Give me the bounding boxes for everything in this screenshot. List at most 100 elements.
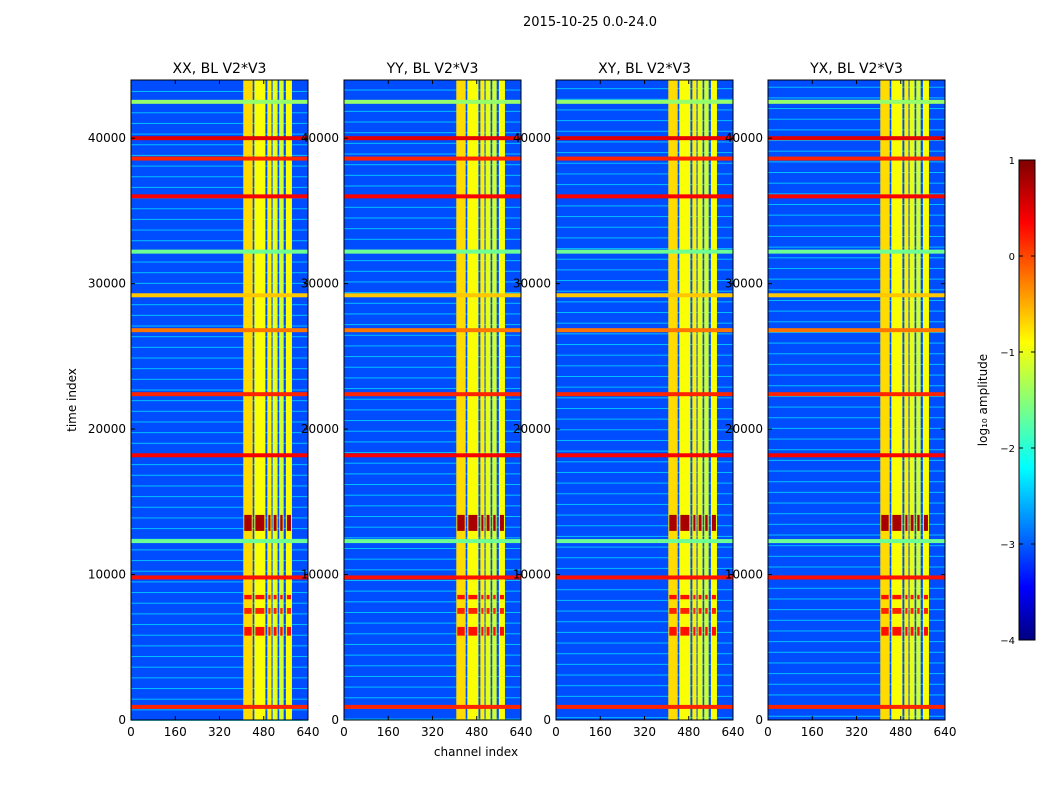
rfi-row (131, 453, 308, 458)
strong-block (923, 594, 928, 600)
texture-line (344, 484, 521, 486)
texture-line (768, 182, 945, 184)
strong-block (486, 514, 490, 531)
texture-line (768, 630, 945, 632)
strong-block (680, 608, 690, 614)
texture-line (768, 193, 945, 195)
texture-line (556, 525, 733, 527)
rfi-row (556, 575, 733, 580)
texture-line (131, 677, 308, 679)
x-tick-label: 0 (340, 725, 348, 739)
texture-line (344, 675, 521, 677)
texture-line (344, 633, 521, 635)
strong-block (910, 514, 914, 531)
strong-block (923, 514, 928, 531)
texture-line (344, 345, 521, 347)
rfi-row (556, 156, 733, 161)
strong-block (468, 514, 478, 531)
channel-band (710, 80, 717, 720)
strong-block (493, 514, 496, 531)
texture-line (344, 324, 521, 326)
x-tick-label: 640 (510, 725, 533, 739)
texture-line (556, 599, 733, 601)
colorbar: 1 0 −1 −2 −3 −4 log₁₀ amplitude (976, 156, 1036, 647)
strong-block (268, 626, 271, 636)
texture-line (131, 442, 308, 444)
rfi-row (344, 539, 521, 544)
colorbar-tick-label: −1 (1000, 348, 1015, 359)
strong-block (892, 594, 902, 600)
texture-line (131, 432, 308, 434)
texture-line (344, 462, 521, 464)
texture-line (768, 683, 945, 685)
texture-line (556, 386, 733, 388)
strong-block (273, 514, 277, 531)
strong-block (923, 626, 928, 636)
texture-line (344, 366, 521, 368)
strong-block (244, 608, 252, 614)
texture-line (768, 278, 945, 280)
texture-line (556, 493, 733, 495)
texture-line (344, 622, 521, 624)
texture-line (131, 186, 308, 188)
x-tick-label: 160 (801, 725, 824, 739)
texture-line (556, 610, 733, 612)
panels-group: XX, BL V2*V3 0 160 320 480 640 0 10000 20000 3000… (88, 61, 957, 739)
strong-block (481, 608, 484, 614)
strong-block (499, 594, 504, 600)
rfi-row (131, 156, 308, 161)
texture-line (556, 663, 733, 665)
texture-line (768, 395, 945, 397)
rfi-row (344, 453, 521, 458)
strong-block (669, 514, 677, 531)
texture-line (556, 461, 733, 463)
rfi-row (768, 136, 945, 141)
texture-line (344, 537, 521, 539)
strong-block (698, 626, 702, 636)
texture-line (131, 549, 308, 551)
y-tick-label: 0 (118, 713, 126, 727)
panel-0: XX, BL V2*V3 0 160 320 480 640 0 10000 20000 3000… (88, 61, 320, 739)
rfi-row (131, 249, 308, 254)
texture-line (344, 356, 521, 358)
strong-block (693, 594, 696, 600)
texture-line (556, 333, 733, 335)
texture-line (556, 546, 733, 548)
y-tick-label: 0 (331, 713, 339, 727)
texture-line (768, 491, 945, 493)
strong-block (286, 594, 291, 600)
channel-band (916, 80, 921, 720)
texture-line (768, 140, 945, 142)
strong-block (698, 608, 702, 614)
heatmap-background (768, 80, 945, 720)
texture-line (556, 269, 733, 271)
texture-line (768, 513, 945, 515)
texture-line (556, 514, 733, 516)
channel-band (267, 80, 272, 720)
texture-line (344, 142, 521, 144)
texture-line (131, 485, 308, 487)
texture-line (768, 342, 945, 344)
strong-block (493, 608, 496, 614)
texture-line (131, 570, 308, 572)
texture-line (344, 206, 521, 208)
texture-line (768, 246, 945, 248)
x-tick-label: 160 (164, 725, 187, 739)
texture-line (131, 282, 308, 284)
texture-line (768, 662, 945, 664)
strong-block (486, 594, 490, 600)
strong-block (910, 626, 914, 636)
texture-line (768, 587, 945, 589)
strong-block (255, 514, 265, 531)
heatmap-background (556, 80, 733, 720)
rfi-row (768, 392, 945, 397)
channel-band (480, 80, 485, 720)
x-tick-label: 480 (889, 725, 912, 739)
texture-line (344, 611, 521, 613)
strong-block (711, 594, 716, 600)
rfi-row (556, 328, 733, 333)
strong-block (481, 514, 484, 531)
texture-line (344, 132, 521, 134)
strong-block (705, 608, 708, 614)
x-tick-label: 480 (252, 725, 275, 739)
